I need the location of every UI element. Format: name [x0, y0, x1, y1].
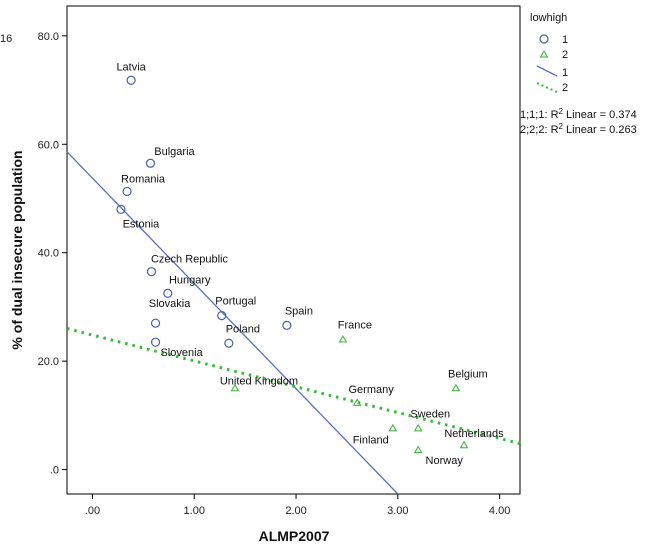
point-label: Germany [348, 384, 394, 396]
fit-lines [66, 151, 521, 495]
point-marker-circle [224, 338, 234, 348]
point-marker-triangle [338, 334, 348, 343]
point-label: Belgium [448, 368, 488, 380]
point-marker-circle [217, 311, 227, 321]
y-tick-label: 80.0 [38, 31, 59, 43]
x-axis-title: ALMP2007 [259, 528, 330, 544]
legend-item-2: 2 [562, 49, 568, 61]
legend-marker-circle [539, 34, 549, 44]
point-marker-triangle [230, 383, 240, 392]
point-label: Spain [285, 305, 313, 317]
point-label: Portugal [215, 296, 256, 308]
point-label: United Kingdom [220, 375, 298, 387]
x-tick-label: 1.00 [184, 505, 205, 517]
point-label: Bulgaria [154, 146, 195, 158]
legend-item-1: 1 [562, 34, 568, 46]
point-marker-triangle [413, 445, 423, 454]
y-tick-label: .0 [50, 465, 59, 477]
fit-line-series-1 [66, 151, 399, 495]
point-label: Slovenia [160, 347, 203, 359]
corner-label: 16 [0, 33, 12, 45]
y-axis-ticks: .0 20.0 40.0 60.0 80.0 [38, 31, 67, 477]
legend: lowhigh 1 2 1 2 [530, 12, 568, 94]
point-marker-circle [146, 267, 157, 277]
point-marker-triangle [451, 383, 461, 392]
point-marker-circle [116, 204, 126, 214]
point-label: France [338, 319, 372, 331]
point-marker-circle [145, 158, 156, 168]
point-label: Netherlands [444, 428, 504, 440]
point-label: Czech Republic [151, 254, 229, 266]
point-marker-triangle [459, 440, 469, 449]
data-points [116, 75, 469, 454]
point-marker-circle [122, 186, 132, 197]
fit-line-series-2 [66, 327, 521, 446]
point-marker-triangle [388, 423, 398, 432]
legend-item-4: 2 [562, 82, 568, 94]
point-label: Sweden [410, 408, 450, 420]
x-tick-label: .00 [85, 505, 100, 517]
point-label: Latvia [116, 61, 146, 73]
point-marker-circle [282, 320, 292, 330]
x-tick-label: 3.00 [387, 505, 408, 517]
x-axis-ticks: .00 1.00 2.00 3.00 4.00 [85, 494, 510, 517]
legend-title: lowhigh [530, 12, 567, 24]
point-label: Finland [353, 434, 389, 446]
point-marker-circle [126, 75, 136, 85]
y-tick-label: 20.0 [38, 356, 59, 368]
point-label: Poland [226, 323, 260, 335]
legend-line-dotted [536, 82, 558, 93]
legend-line-solid [536, 65, 558, 77]
point-label: Norway [426, 455, 464, 467]
legend-marker-triangle [539, 50, 549, 58]
point-label: Slovakia [149, 298, 191, 310]
point-label: Hungary [169, 274, 211, 286]
x-tick-label: 2.00 [285, 505, 306, 517]
point-marker-triangle [413, 423, 423, 432]
point-label: Estonia [123, 218, 161, 230]
point-marker-circle [163, 288, 173, 298]
point-marker-circle [150, 318, 161, 328]
plot-frame [66, 5, 521, 495]
point-labels: Latvia Bulgaria Romania Estonia Czech Republ… [116, 61, 504, 467]
point-marker-circle [150, 337, 161, 347]
fit-label-2: 2;2;2: R2 Linear = 0.263 [520, 122, 637, 136]
fit-label-1: 1;1;1: R2 Linear = 0.374 [520, 107, 637, 121]
point-label: Romania [121, 173, 166, 185]
y-tick-label: 60.0 [38, 139, 59, 151]
legend-item-3: 1 [562, 67, 568, 79]
y-tick-label: 40.0 [38, 248, 59, 260]
point-marker-triangle [352, 398, 362, 406]
y-axis-title: % of dual insecure population [9, 150, 25, 349]
x-tick-label: 4.00 [489, 505, 510, 517]
